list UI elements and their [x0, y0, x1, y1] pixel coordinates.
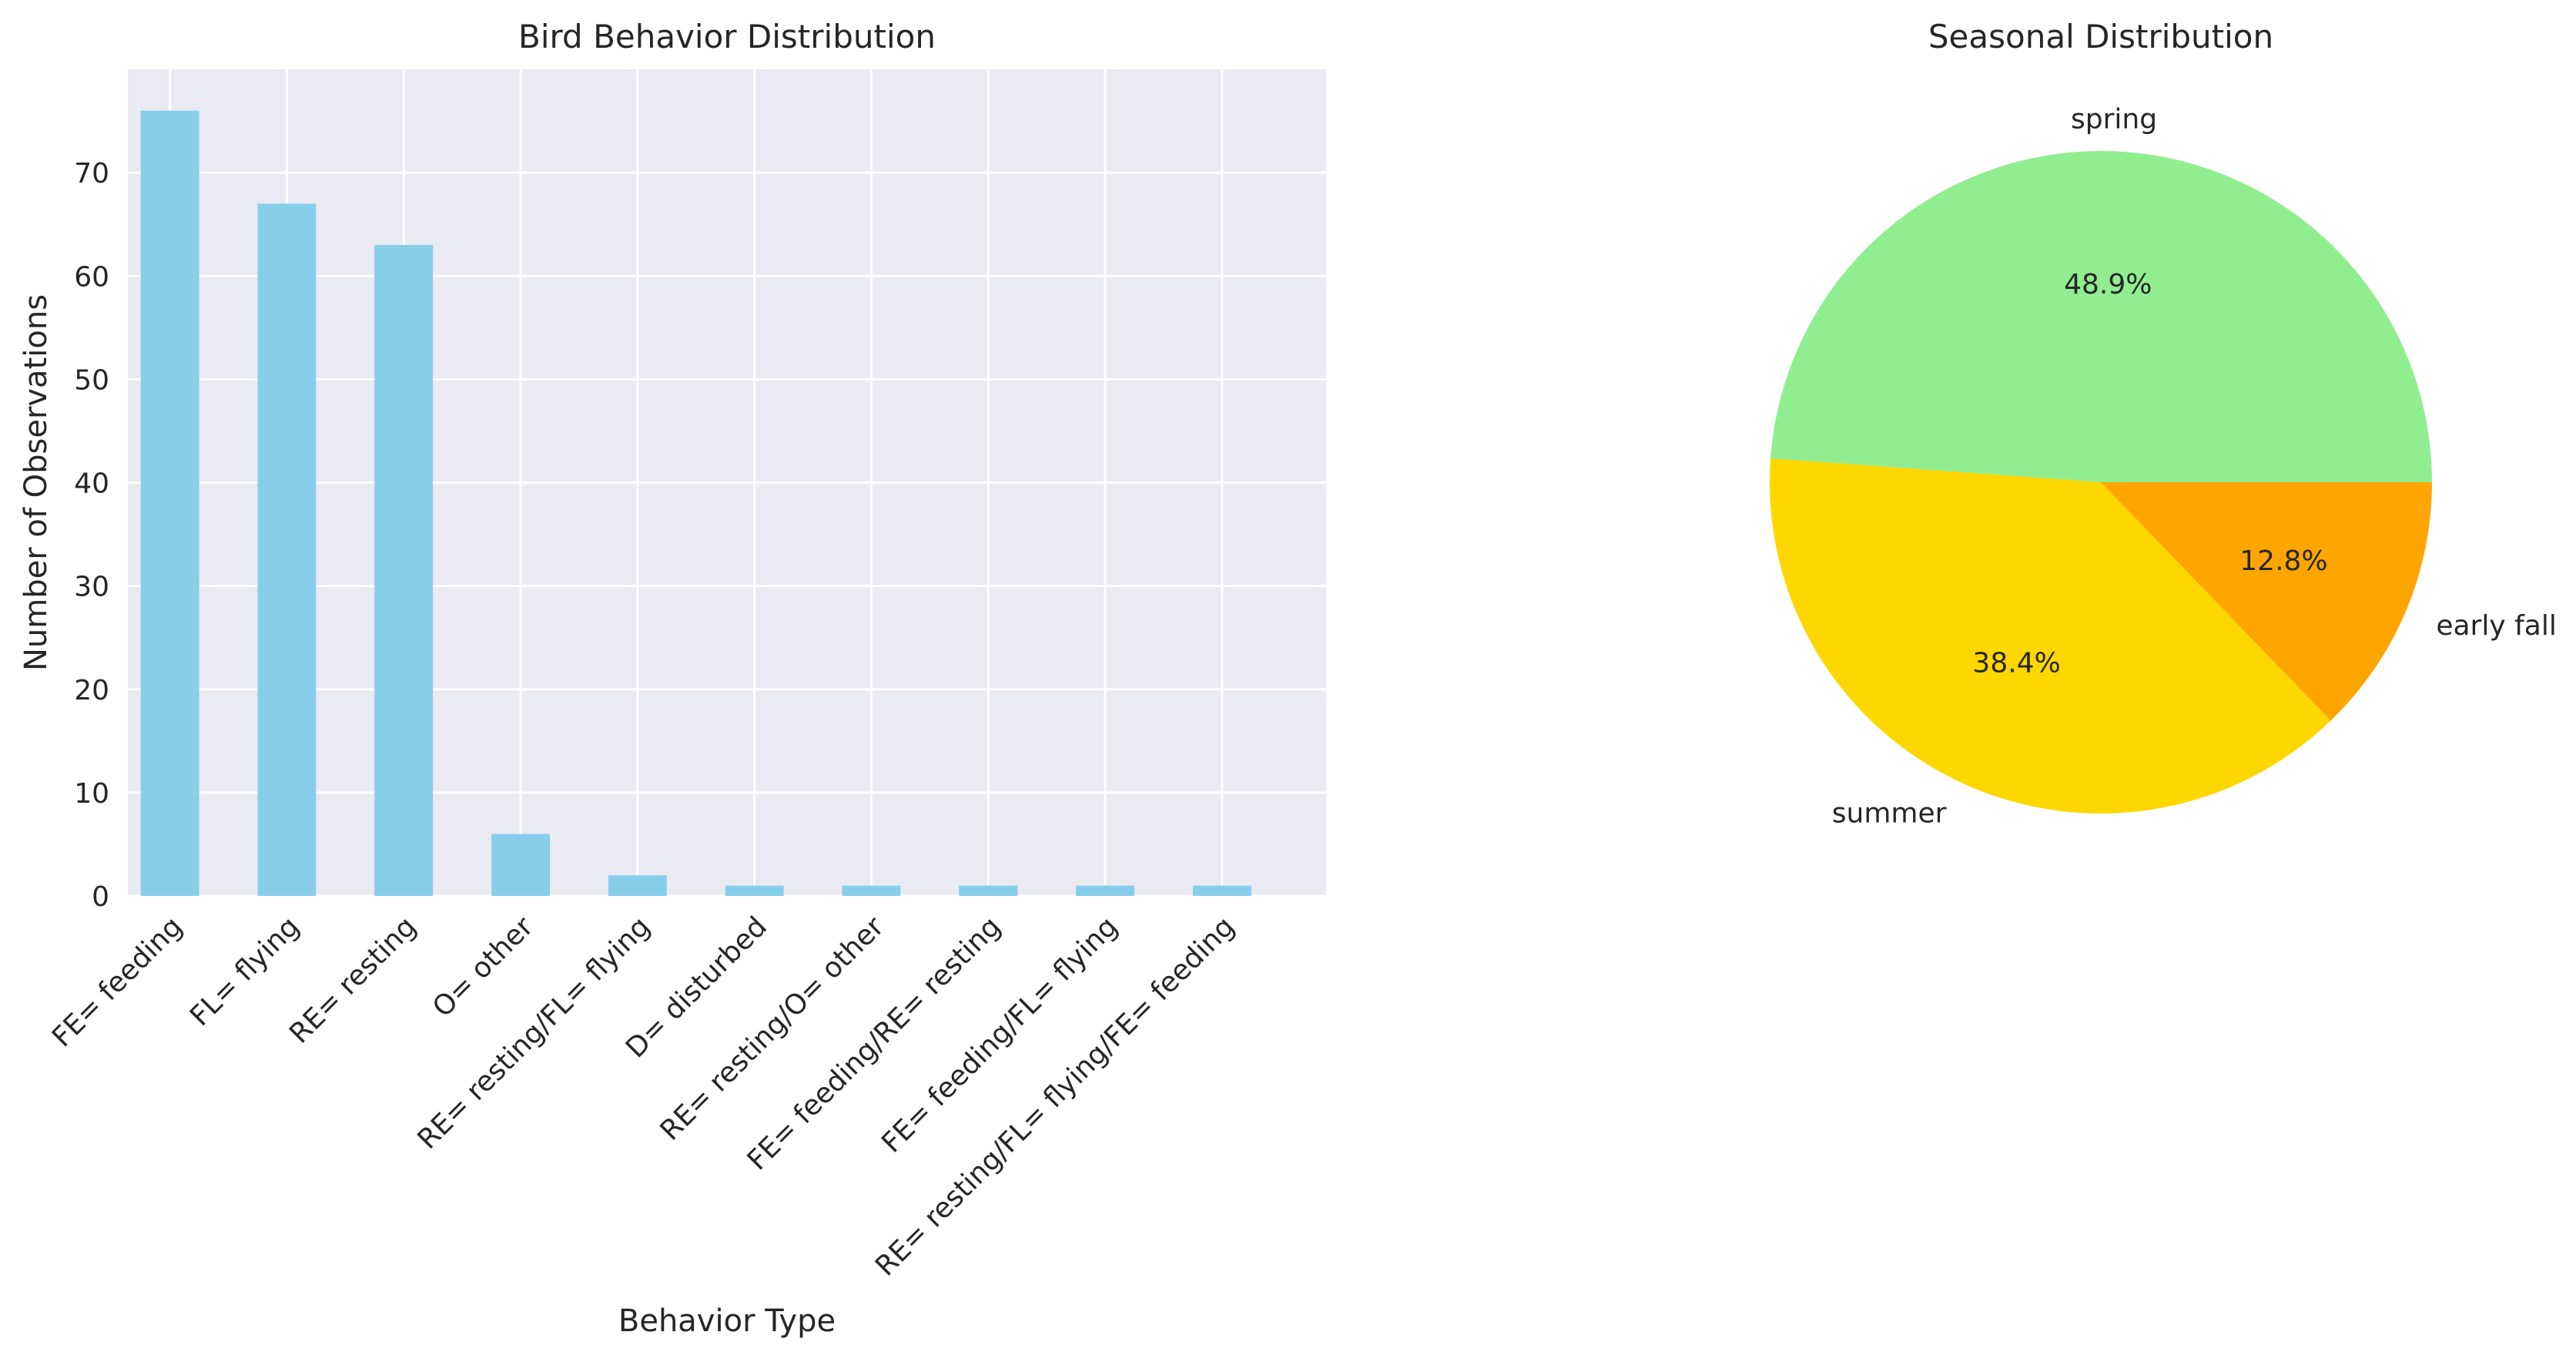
y-tick-label: 50 — [74, 364, 109, 396]
y-tick-label: 60 — [74, 261, 109, 293]
bar-chart-title: Bird Behavior Distribution — [518, 18, 936, 55]
y-axis-label: Number of Observations — [18, 294, 54, 671]
bar — [374, 245, 434, 896]
pie-label: spring — [2071, 103, 2157, 135]
x-tick-label: RE= resting/FL= flying — [412, 911, 657, 1156]
x-tick-label: FL= flying — [184, 911, 306, 1032]
y-tick-label: 0 — [92, 881, 109, 913]
y-tick-label: 30 — [74, 572, 109, 603]
pie-label: summer — [1832, 797, 1947, 829]
pie-slices — [1770, 151, 2432, 814]
y-tick-label: 10 — [74, 778, 109, 810]
y-tick-label: 70 — [74, 158, 109, 190]
bar — [257, 203, 317, 896]
x-tick-label: FE= feeding — [46, 911, 189, 1053]
pie-labels: spring 48.9% summer 38.4% early fall 12.8% — [1832, 103, 2557, 829]
y-tick-label: 20 — [74, 675, 109, 706]
pie-percent-label: 12.8% — [2239, 545, 2327, 577]
y-tick-label: 40 — [74, 468, 109, 500]
bar — [140, 110, 199, 896]
x-tick-label: FE= feeding/FL= flying — [876, 911, 1124, 1159]
y-tick-labels: 0 10 20 30 40 50 60 70 — [74, 158, 109, 913]
x-tick-label: RE= resting/O= other — [655, 911, 890, 1146]
bars — [140, 110, 1251, 896]
pie-slice — [2101, 482, 2432, 721]
pie-chart-title: Seasonal Distribution — [1928, 18, 2273, 55]
x-axis-label: Behavior Type — [618, 1303, 836, 1339]
pie-percent-label: 38.4% — [1972, 648, 2060, 679]
x-tick-label: RE= resting — [283, 911, 422, 1049]
bar — [1192, 885, 1251, 896]
pie-percent-label: 48.9% — [2064, 269, 2152, 300]
bar — [959, 885, 1018, 896]
pie-slice — [1770, 458, 2331, 814]
bar — [608, 875, 667, 896]
x-tick-label: O= other — [427, 911, 539, 1023]
pie-slice — [1770, 151, 2432, 482]
bar — [842, 885, 901, 896]
pie-chart: spring 48.9% summer 38.4% early fall 12.8% Se… — [1770, 18, 2557, 829]
pie-label: early fall — [2436, 610, 2557, 642]
bar — [1076, 885, 1135, 896]
x-tick-label: FE= feeding/RE= resting — [742, 911, 1007, 1176]
bar — [491, 834, 551, 896]
bar — [725, 885, 784, 896]
